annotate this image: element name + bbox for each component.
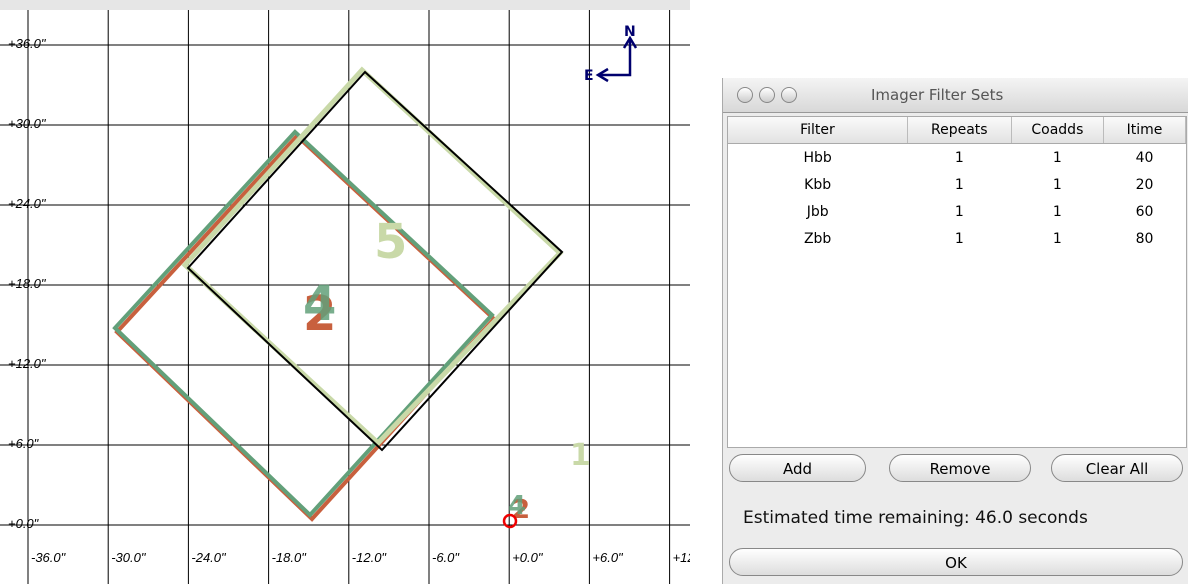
ok-button[interactable]: OK [729, 548, 1183, 576]
compass-east: E [584, 68, 594, 84]
x-axis-label: -36.0" [31, 550, 67, 565]
x-axis-label: -18.0" [272, 550, 308, 565]
y-axis-label: +30.0" [8, 116, 47, 131]
remove-button[interactable]: Remove [889, 454, 1031, 482]
footprint-1 [186, 70, 564, 452]
x-axis-label: +6.0" [592, 550, 624, 565]
footprint-5 [181, 66, 564, 447]
y-axis-label: +0.0" [8, 516, 40, 531]
table-cell: 1 [1052, 230, 1062, 247]
zoom-button[interactable] [781, 87, 797, 103]
marker-label: 2 [512, 495, 530, 525]
grid: -36.0" -30.0" -24.0" -18.0" -12.0" -6.0" +0.0"… [0, 10, 690, 584]
x-axis-label: -30.0" [111, 550, 147, 565]
column-header: Itime [1103, 117, 1187, 144]
y-axis-label: +12.0" [8, 356, 47, 371]
table-cell: 1 [1052, 203, 1062, 220]
filter-dialog: Imager Filter Sets Filter Repeats Coadds It… [722, 78, 1188, 584]
compass [595, 35, 638, 83]
table-cell: Zbb [803, 230, 832, 247]
table-cell: 80 [1135, 230, 1154, 247]
table-row[interactable]: Kbb 1 1 20 [728, 171, 1186, 198]
filter-table: Filter Repeats Coadds Itime Hbb 1 1 40 Kbb 1 1 20 Jb… [727, 116, 1187, 448]
column-header: Repeats [907, 117, 1012, 144]
footprint-4 [112, 129, 495, 518]
table-cell: 40 [1135, 149, 1154, 166]
table-cell: Kbb [804, 176, 832, 193]
clear-all-button[interactable]: Clear All [1051, 454, 1183, 482]
y-axis-label: +36.0" [8, 36, 47, 51]
table-cell: 20 [1135, 176, 1154, 193]
table-cell: 1 [1052, 149, 1062, 166]
x-axis-label: -6.0" [432, 550, 460, 565]
x-axis-label: +0.0" [512, 550, 544, 565]
x-axis-label: -24.0" [191, 550, 227, 565]
table-row[interactable]: Hbb 1 1 40 [728, 144, 1186, 172]
marker-label: 2 [303, 286, 336, 342]
table-cell: 1 [954, 176, 964, 193]
table-cell: Jbb [806, 203, 829, 220]
table-cell: 60 [1135, 203, 1154, 220]
minimize-button[interactable] [759, 87, 775, 103]
table-cell: 1 [954, 230, 964, 247]
y-axis-label: +24.0" [8, 196, 47, 211]
table-row[interactable]: Jbb 1 1 60 [728, 198, 1186, 225]
sky-plot: -36.0" -30.0" -24.0" -18.0" -12.0" -6.0" +0.0"… [0, 0, 690, 584]
marker-label: 4 [303, 276, 336, 332]
column-header: Coadds [1011, 117, 1104, 144]
dialog-title: Imager Filter Sets [871, 86, 1004, 104]
close-button[interactable] [737, 87, 753, 103]
compass-north: N [624, 24, 636, 40]
top-band [0, 0, 690, 10]
y-axis-label: +6.0" [8, 436, 40, 451]
table-cell: 1 [954, 203, 964, 220]
table-row[interactable]: Zbb 1 1 80 [728, 225, 1186, 252]
column-header: Filter [728, 117, 908, 144]
marker-label: 1 [570, 438, 591, 473]
marker-label: 5 [374, 214, 407, 270]
status-text: Estimated time remaining: 46.0 seconds [743, 508, 1088, 528]
table-cell: 1 [954, 149, 964, 166]
table-cell: Hbb [803, 149, 832, 166]
x-axis-label: +12.0" [673, 550, 690, 565]
marker-label: 4 [508, 491, 526, 521]
y-axis-label: +18.0" [8, 276, 47, 291]
add-button[interactable]: Add [729, 454, 866, 482]
title-bar: Imager Filter Sets [723, 78, 1188, 113]
table-cell: 1 [1052, 176, 1062, 193]
x-axis-label: -12.0" [352, 550, 388, 565]
base-position [502, 513, 518, 529]
